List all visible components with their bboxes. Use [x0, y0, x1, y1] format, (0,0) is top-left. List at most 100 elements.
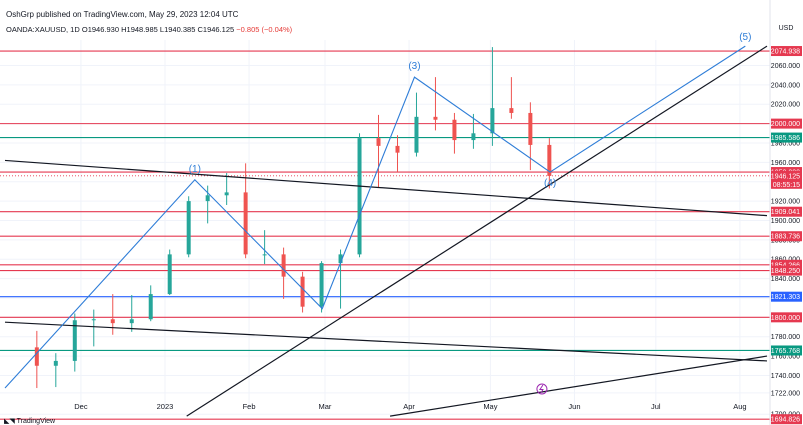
y-tick-label: 1840.000 [771, 276, 800, 283]
last-price-tag-text: 1946.125 [771, 173, 800, 180]
lightning-icon [538, 384, 544, 394]
price-level-tag-text: 1909.041 [771, 209, 800, 216]
candle-body [34, 347, 39, 366]
event-marker-icon [536, 383, 548, 395]
price-level-tag-text: 2074.938 [771, 49, 800, 56]
x-tick-label: Dec [74, 402, 88, 411]
candles [34, 47, 552, 389]
price-level-tag [771, 259, 802, 270]
candle-body [72, 320, 77, 361]
price-level-tag-text: 1985.586 [771, 135, 800, 142]
candle-body [129, 319, 134, 324]
y-tick-label: 1960.000 [771, 160, 800, 167]
x-tick-label: Mar [319, 402, 332, 411]
countdown-text: 08:55:15 [773, 182, 800, 189]
candle-body [471, 133, 476, 141]
y-tick-label: 1740.000 [771, 373, 800, 380]
price-level-tag-text: 1848.250 [771, 268, 800, 275]
trendline [186, 45, 768, 417]
candle-body [110, 319, 115, 324]
price-level-tag [771, 265, 802, 276]
candle-body [243, 192, 248, 255]
wave-label: (1) [189, 164, 201, 175]
price-level-tag [771, 291, 802, 302]
brand-label: TradingView [16, 418, 56, 425]
wave-label: (5) [739, 32, 751, 43]
x-tick-label: Feb [243, 402, 256, 411]
ohlc-legend: OANDA:XAUUSD, 1D O1946.930 H1948.985 L19… [6, 25, 292, 34]
candle-body [433, 116, 438, 120]
candle-body [148, 294, 153, 320]
close-value: 1946.125 [202, 25, 235, 34]
high-value: 1948.985 [126, 25, 158, 34]
x-tick-label: Apr [403, 402, 415, 411]
price-level-tag-text: 1694.826 [771, 417, 800, 424]
y-tick-label: 2040.000 [771, 82, 800, 89]
price-level-tag [771, 231, 802, 242]
x-tick-label: Aug [733, 402, 746, 411]
price-level-tag-text: 1821.303 [771, 294, 800, 301]
candle-body [262, 254, 267, 256]
price-level-tag [771, 414, 802, 425]
candle-body [186, 201, 191, 255]
tradingview-logo-icon: ◣◥ [4, 418, 17, 425]
trendlines [4, 45, 768, 417]
price-level-tag [771, 118, 802, 129]
candle-body [547, 144, 552, 176]
publisher-line: OshGrp published on TradingView.com, May… [6, 10, 239, 19]
price-level-tag [771, 132, 802, 143]
trendline [4, 321, 768, 362]
candle-body [414, 116, 419, 153]
close-label: C [197, 25, 203, 34]
price-level-tag [771, 46, 802, 57]
candle-body [205, 195, 210, 202]
elliott-wave-line [4, 45, 746, 389]
low-label: L [159, 25, 165, 34]
x-tick-labels: Dec 2023 Feb Mar Apr May Jun Jul Aug [74, 402, 746, 411]
candle-body [167, 254, 172, 295]
candle-body [490, 108, 495, 134]
candle-body [395, 145, 400, 153]
price-level-tag-text: 1883.736 [771, 234, 800, 241]
candle-body [300, 276, 305, 307]
y-tick-label: 2060.000 [771, 63, 800, 70]
candle-body [53, 360, 58, 366]
currency-label: USD [779, 25, 794, 32]
candle-body [528, 112, 533, 145]
price-level-tag [771, 312, 802, 323]
price-level-tag [771, 206, 802, 217]
candle-body [357, 138, 362, 255]
change-value: −0.805 (−0.04%) [236, 25, 293, 34]
trendline [4, 159, 768, 217]
wave-label: (4) [544, 178, 556, 189]
low-value: 1940.385 [164, 25, 196, 34]
price-levels [0, 50, 770, 420]
y-tick-label: 1722.000 [771, 390, 800, 397]
x-tick-label: May [483, 402, 497, 411]
price-level-tag [771, 345, 802, 356]
y-tick-label: 1980.000 [771, 140, 800, 147]
price-level-tag-text: 2000.000 [771, 121, 800, 128]
candle-body [281, 254, 286, 277]
wave-label: (3) [408, 61, 420, 72]
x-tick-label: 2023 [157, 402, 174, 411]
last-price-tag [771, 170, 802, 189]
y-tick-label: 1900.000 [771, 218, 800, 225]
open-label: O [81, 25, 88, 34]
symbol-label: OANDA:XAUUSD, 1D [6, 25, 80, 34]
candle-body [452, 119, 457, 141]
candle-body [91, 319, 96, 321]
price-level-tag-text: 1765.768 [771, 348, 800, 355]
open-value: 1946.930 [87, 25, 120, 34]
trendline [389, 355, 768, 417]
high-label: H [121, 25, 127, 34]
y-tick-label: 1780.000 [771, 334, 800, 341]
y-tick-label: 1760.000 [771, 354, 800, 361]
y-tick-label: 2020.000 [771, 102, 800, 109]
x-tick-label: Jul [651, 402, 661, 411]
tradingview-brand: ◣◥ TradingView [4, 417, 55, 425]
grid-lines [0, 40, 770, 415]
y-tick-label: 1920.000 [771, 199, 800, 206]
candle-body [376, 138, 381, 146]
